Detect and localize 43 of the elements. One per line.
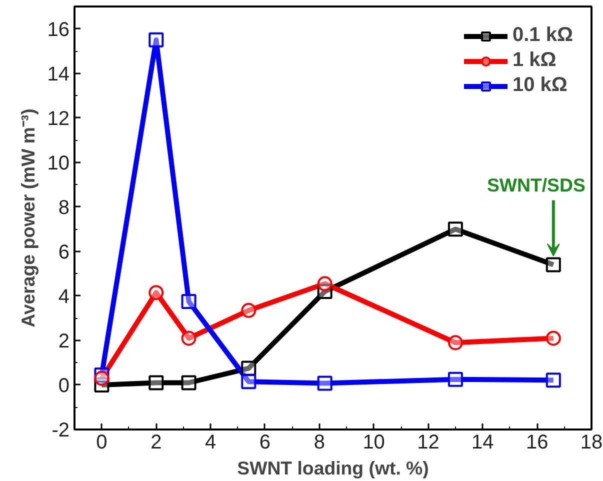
y-tick-label: 12 <box>47 108 70 130</box>
y-tick-label: 8 <box>58 196 70 219</box>
point <box>546 330 561 346</box>
x-axis-title: SWNT loading (wt. %) <box>237 458 429 478</box>
point <box>546 372 561 388</box>
point <box>448 372 463 387</box>
x-tick-label: 14 <box>472 432 494 454</box>
x-tick-label: 16 <box>526 432 548 454</box>
x-tick-label: 18 <box>580 432 603 454</box>
point <box>317 376 332 391</box>
point <box>148 285 164 300</box>
x-tick-label: 12 <box>417 432 440 454</box>
point <box>181 375 196 390</box>
point <box>546 257 561 272</box>
legend-label: 1 kΩ <box>512 49 556 72</box>
point <box>241 374 256 390</box>
point <box>181 294 196 309</box>
y-axis-title: Average power (mW m⁻³) <box>17 108 38 328</box>
x-tick-label: 0 <box>96 432 108 454</box>
x-tick-label: 6 <box>259 432 271 454</box>
y-tick-label: 4 <box>58 286 70 308</box>
x-tick-label: 2 <box>150 432 162 454</box>
y-tick-label: 16 <box>47 18 70 41</box>
y-tick-label: 14 <box>47 63 70 86</box>
y-tick-label: 0 <box>58 374 70 397</box>
point <box>181 330 196 346</box>
y-tick-label: -2 <box>52 420 70 442</box>
y-tick-label: 2 <box>58 330 70 352</box>
legend-label: 10 kΩ <box>512 74 568 97</box>
point <box>148 375 164 390</box>
x-tick-label: 4 <box>204 432 216 454</box>
x-tick-label: 10 <box>362 432 385 454</box>
annotation: SWNT/SDS <box>486 174 586 196</box>
legend-label: 0.1 kΩ <box>512 24 573 47</box>
point <box>317 276 332 292</box>
x-tick-label: 8 <box>314 432 325 454</box>
y-tick-label: 6 <box>58 241 70 264</box>
point <box>241 302 256 318</box>
y-tick-label: 10 <box>47 152 70 174</box>
point <box>448 222 463 237</box>
point <box>148 32 164 48</box>
point <box>94 370 110 386</box>
point <box>448 335 463 350</box>
